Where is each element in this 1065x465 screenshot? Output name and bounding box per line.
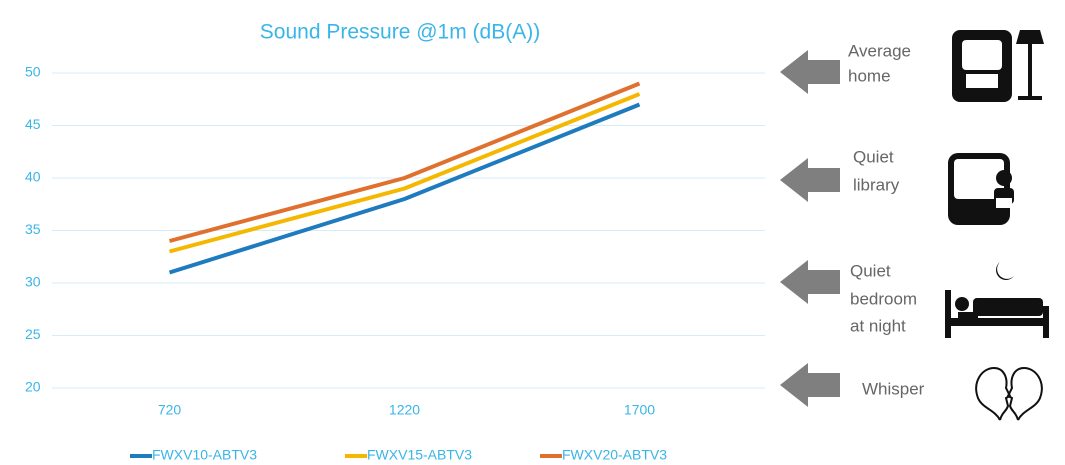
x-tick-label: 1700 (624, 402, 655, 418)
arrows (780, 50, 840, 407)
icon-library (948, 153, 1014, 225)
annotation-label: bedroom (850, 289, 917, 308)
x-tick-label: 1220 (389, 402, 420, 418)
y-tick-label: 30 (25, 274, 41, 290)
y-tick-label: 25 (25, 326, 41, 342)
series-line (168, 81, 641, 243)
annotation-label: Whisper (862, 379, 925, 398)
annotation-label: library (853, 175, 900, 194)
annotation-label: at night (850, 316, 906, 335)
icon-bedroom (945, 262, 1049, 338)
chart-title: Sound Pressure @1m (dB(A)) (260, 21, 540, 44)
y-tick-label: 20 (25, 379, 41, 395)
arrow (780, 260, 840, 304)
legend-label: FWXV15-ABTV3 (367, 447, 472, 463)
x-tick-label: 720 (158, 402, 182, 418)
annotation-label: Quiet (850, 261, 891, 280)
annotation-label: Quiet (853, 147, 894, 166)
legend-label: FWXV20-ABTV3 (562, 447, 667, 463)
annotation-label: home (848, 66, 891, 85)
icon-whisper (975, 366, 1043, 421)
series-line (168, 92, 641, 254)
series-line (168, 102, 641, 275)
legend-label: FWXV10-ABTV3 (152, 447, 257, 463)
y-tick-label: 50 (25, 64, 41, 80)
y-tick-label: 35 (25, 221, 41, 237)
icon-home (952, 30, 1044, 102)
arrow (780, 363, 840, 407)
arrow (780, 158, 840, 202)
y-tick-label: 45 (25, 116, 41, 132)
arrow (780, 50, 840, 94)
annotation-label: Average (848, 41, 911, 60)
y-tick-label: 40 (25, 169, 41, 185)
